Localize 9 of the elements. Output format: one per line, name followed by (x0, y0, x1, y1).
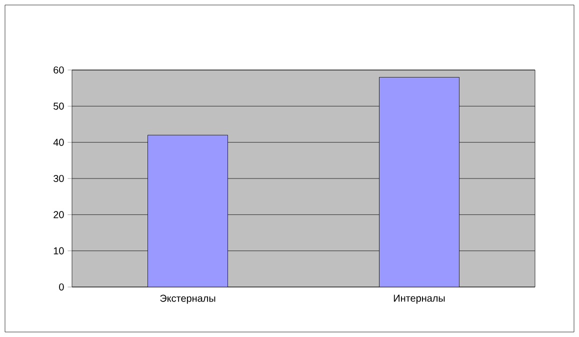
y-tick-label: 0 (59, 283, 64, 291)
y-tick-label: 30 (54, 174, 64, 182)
y-tick-label: 20 (54, 211, 64, 218)
y-tick-label: 60 (54, 66, 64, 74)
y-tick-label: 40 (53, 138, 64, 146)
x-tick-label: Интерналы (394, 294, 445, 304)
y-tick-label: 50 (54, 102, 64, 110)
y-tick-label: 10 (54, 247, 64, 254)
x-tick-label: Экстерналы (160, 294, 216, 304)
